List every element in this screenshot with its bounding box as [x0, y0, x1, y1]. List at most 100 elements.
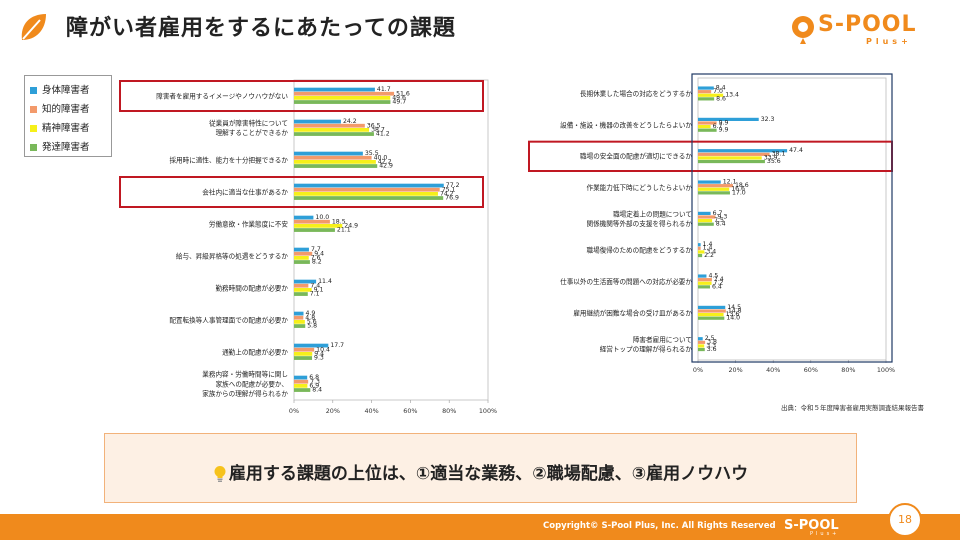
bar	[294, 279, 317, 284]
bar	[294, 160, 376, 164]
value-label: 7.4	[714, 276, 724, 283]
value-label: 38.7	[371, 127, 385, 134]
bar	[698, 125, 711, 129]
value-label: 49.7	[392, 99, 406, 106]
x-tick-label: 0%	[693, 366, 703, 374]
bar	[698, 316, 725, 320]
bar	[294, 91, 395, 96]
bar	[698, 93, 724, 97]
value-label: 1.4	[703, 245, 713, 252]
value-label: 7.7	[311, 246, 321, 253]
bar	[294, 123, 365, 128]
value-label: 32.3	[761, 116, 775, 123]
category-label: 関係機関等外部の支援を得られるか	[587, 219, 693, 228]
bar	[294, 219, 330, 224]
legend-swatch	[30, 106, 37, 113]
value-label: 12.1	[723, 178, 737, 185]
bar	[698, 347, 705, 352]
bar	[698, 250, 705, 254]
x-tick-label: 60%	[804, 366, 818, 374]
category-label: 労働意欲・作業態度に不安	[209, 219, 289, 228]
x-tick-label: 60%	[403, 407, 417, 415]
value-label: 76.9	[445, 195, 459, 202]
value-label: 35.6	[767, 158, 781, 165]
category-label: 給与、昇級昇格等の処遇をどうするか	[176, 251, 288, 260]
bar	[294, 347, 315, 352]
value-label: 49.6	[392, 95, 406, 102]
value-label: 18.6	[735, 182, 749, 189]
value-label: 4.5	[708, 272, 718, 279]
footer-bar: Copyright© S-Pool Plus, Inc. All Rights …	[0, 514, 960, 540]
value-label: 7.4	[310, 282, 320, 289]
category-label: 障害者を雇用するイメージやノウハウがない	[156, 91, 288, 100]
bar	[698, 159, 765, 164]
value-label: 42.9	[379, 163, 393, 170]
footer-logo-sub: Plus+	[810, 531, 840, 537]
value-label: 8.4	[312, 387, 322, 394]
value-label: 6.7	[713, 210, 723, 217]
x-tick-label: 20%	[728, 366, 742, 374]
value-label: 41.7	[377, 86, 391, 93]
x-tick-label: 40%	[364, 407, 378, 415]
category-label: 通勤上の配慮が必要か	[222, 347, 288, 356]
x-tick-label: 20%	[326, 407, 340, 415]
value-label: 5.8	[307, 323, 317, 330]
category-label: 会社内に適当な仕事があるか	[202, 187, 288, 196]
x-tick-label: 40%	[766, 366, 780, 374]
bar	[294, 352, 313, 356]
category-label: 雇用継続が困難な場合の受け皿があるか	[573, 308, 692, 317]
bar	[294, 155, 372, 160]
bar	[698, 90, 712, 94]
value-label: 42.2	[378, 159, 392, 166]
value-label: 9.9	[719, 127, 729, 134]
bar	[698, 246, 701, 250]
bar	[698, 215, 716, 219]
bar	[294, 324, 306, 328]
bar	[698, 184, 733, 188]
bar	[294, 343, 329, 348]
value-label: 11.4	[318, 278, 332, 285]
category-label: 職場の安全面の配慮が適切にできるか	[580, 152, 692, 161]
legend-item-developmental: 発達障害者	[30, 139, 90, 153]
value-label: 47.4	[789, 147, 803, 154]
bar	[698, 128, 717, 132]
value-label: 51.6	[396, 90, 410, 97]
x-tick-label: 100%	[479, 407, 497, 415]
bar	[294, 356, 313, 360]
value-label: 3.8	[707, 339, 717, 346]
chart-frame	[691, 73, 893, 363]
source-note: 出典：令和５年度障害者雇用実態調査結果報告書	[781, 404, 924, 412]
legend-swatch	[30, 144, 37, 151]
value-label: 2.2	[704, 252, 714, 259]
value-label: 17.7	[330, 342, 344, 349]
leaf-icon	[21, 14, 46, 40]
page-number: 18	[898, 513, 912, 526]
value-label: 10.0	[315, 214, 329, 221]
value-label: 7.2	[714, 280, 724, 287]
value-label: 5.6	[307, 319, 317, 326]
highlight-box	[119, 176, 484, 208]
bar	[698, 285, 711, 289]
bar	[698, 222, 714, 226]
bar	[294, 311, 304, 316]
category-label: 設備・施設・機器の改善をどうしたらよいか	[560, 120, 692, 129]
legend-swatch	[30, 125, 37, 132]
value-label: 74.2	[440, 191, 454, 198]
value-label: 24.2	[343, 118, 357, 125]
x-tick-label: 100%	[877, 366, 895, 374]
value-label: 7.1	[310, 291, 320, 298]
bar	[698, 281, 712, 285]
value-label: 9.1	[314, 287, 324, 294]
bar	[294, 292, 308, 296]
value-label: 6.8	[309, 374, 319, 381]
bar	[698, 156, 762, 160]
brand-mark-icon	[792, 16, 814, 44]
category-label: 理解することができるか	[216, 128, 289, 137]
bar	[294, 164, 378, 168]
legend-item-intellectual: 知的障害者	[30, 101, 90, 115]
bar	[698, 313, 724, 317]
value-label: 33.9	[764, 154, 778, 161]
bar	[698, 243, 701, 247]
value-label: 17.0	[732, 189, 746, 196]
bar	[294, 87, 375, 92]
